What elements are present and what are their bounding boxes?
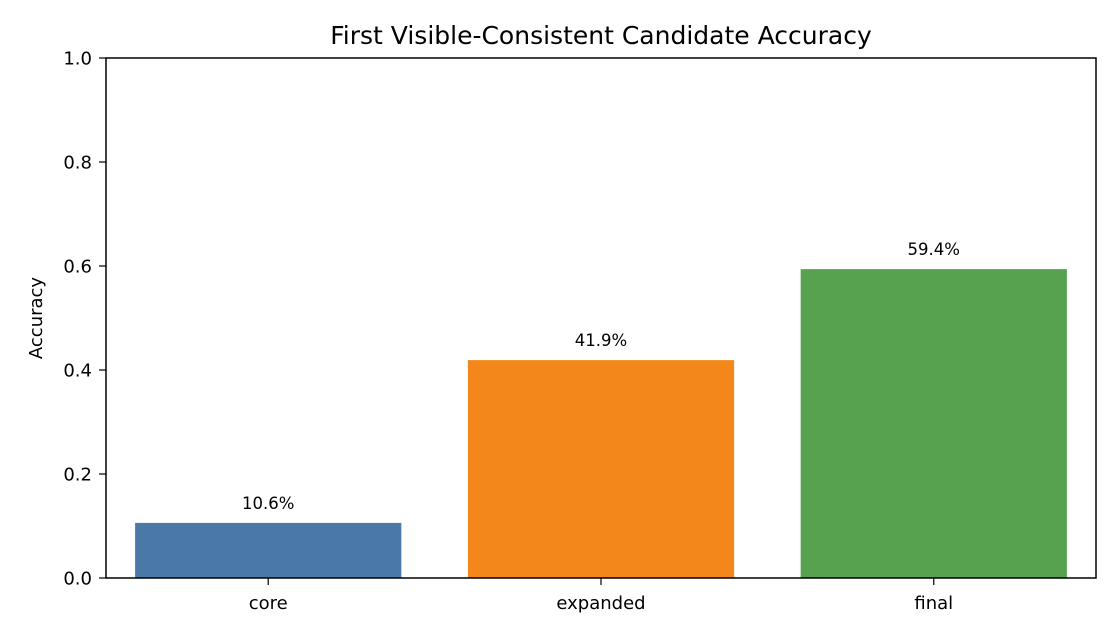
bar-labels-layer: 10.6% 41.9% 59.4% xyxy=(242,240,960,513)
y-tick-label-0.0: 0.0 xyxy=(63,569,92,590)
y-tick-label-1.0: 1.0 xyxy=(63,49,92,70)
y-tick-label-0.8: 0.8 xyxy=(63,153,92,174)
bars-layer xyxy=(135,269,1067,578)
y-tick-label-0.2: 0.2 xyxy=(63,465,92,486)
y-axis-label: Accuracy xyxy=(26,277,47,360)
x-tick-label-final: final xyxy=(914,593,953,614)
y-tick-label-0.4: 0.4 xyxy=(63,361,92,382)
bar-value-label-final: 59.4% xyxy=(908,240,960,259)
bar-final xyxy=(800,269,1067,578)
y-axis: 0.0 0.2 0.4 0.6 0.8 1.0 xyxy=(63,49,106,590)
bar-expanded xyxy=(467,360,735,578)
plot-area-frame xyxy=(105,57,1097,579)
bar-value-label-expanded: 41.9% xyxy=(575,331,627,350)
bar-value-label-core: 10.6% xyxy=(242,494,294,513)
x-tick-label-core: core xyxy=(249,593,288,614)
y-tick-label-0.6: 0.6 xyxy=(63,257,92,278)
x-axis: core expanded final xyxy=(249,578,953,614)
chart-title: First Visible-Consistent Candidate Accur… xyxy=(330,21,872,50)
x-tick-label-expanded: expanded xyxy=(556,593,645,614)
bar-core xyxy=(135,522,402,578)
